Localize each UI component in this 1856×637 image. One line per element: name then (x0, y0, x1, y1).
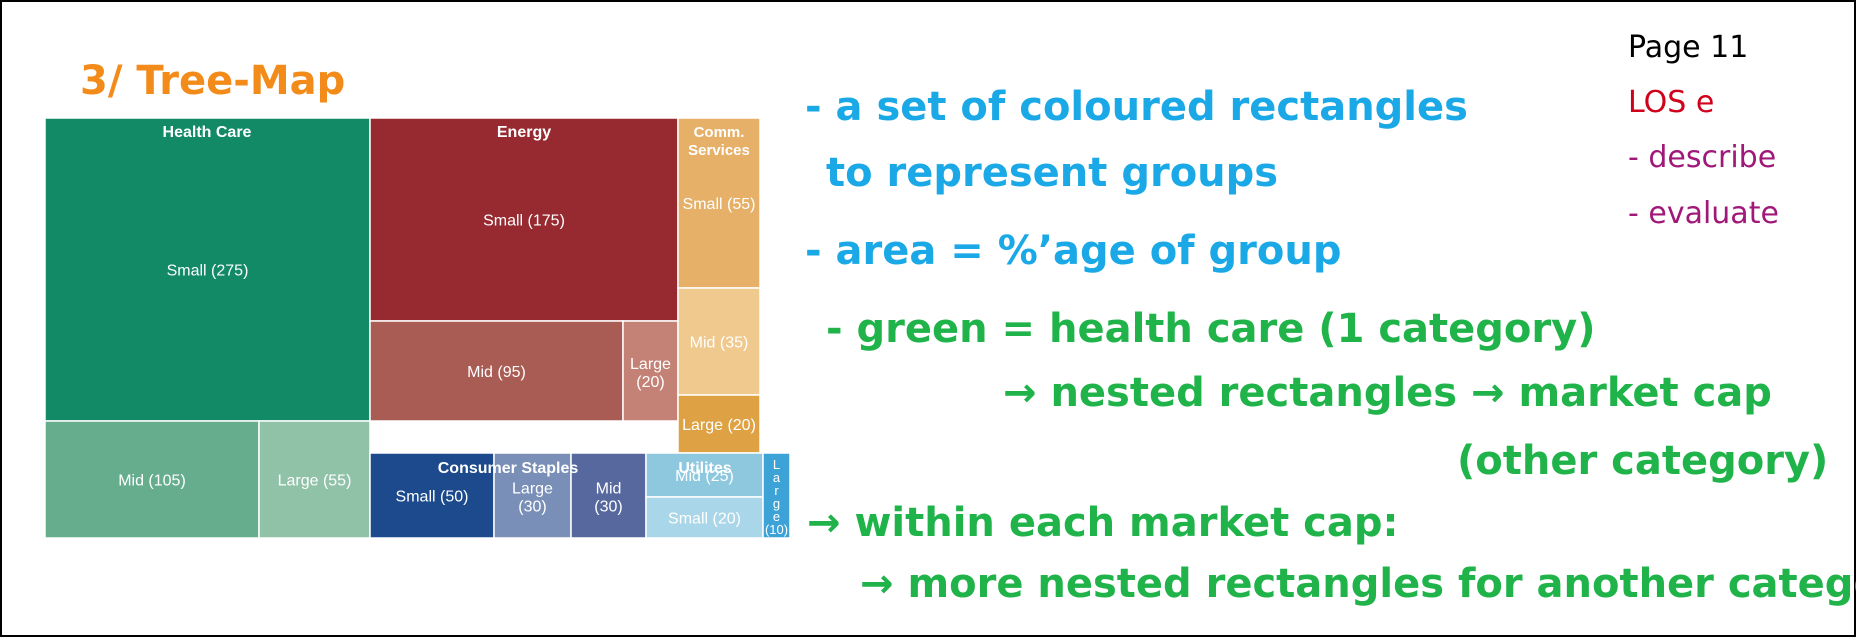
treemap-cell-energy-small (369, 118, 679, 322)
note-line-5: → nested rectangles → market cap (1003, 370, 1772, 416)
slide-title: 3/ Tree-Map (80, 58, 346, 104)
treemap-header-utilites: Utilites (678, 460, 731, 477)
treemap-cell-health-care-large (258, 420, 371, 538)
treemap-cell-consumer-staples-large (493, 452, 572, 538)
treemap-label-consumer-staples-large: Large (30) (512, 481, 553, 516)
treemap-label-energy-large: Large (20) (630, 356, 671, 391)
describe-label: - describe (1628, 140, 1777, 175)
note-line-3: - area = %’age of group (805, 228, 1342, 274)
treemap-label-health-care-large: Large (55) (278, 473, 352, 490)
treemap-header-health-care: Health Care (163, 124, 252, 141)
treemap-chart: Small (275) Mid (105) Large (55) Small (175… (45, 118, 791, 538)
treemap-cell-consumer-staples-small (369, 452, 495, 538)
treemap-label-utilites-mid: Mid (25) (675, 468, 734, 485)
treemap-label-comm-services-small: Small (55) (683, 196, 756, 213)
treemap-cell-comm-services-small (677, 118, 761, 289)
treemap-label-comm-services-mid: Mid (35) (690, 335, 749, 352)
note-line-2: to represent groups (826, 150, 1279, 196)
evaluate-label: - evaluate (1628, 196, 1779, 231)
treemap-label-comm-services-large: Large (20) (682, 417, 756, 434)
treemap-header-consumer-staples: Consumer Staples (438, 460, 579, 477)
treemap-cell-utilites-mid (645, 452, 764, 498)
treemap-cell-health-care-small (45, 118, 371, 422)
treemap-cell-utilites-small (645, 496, 764, 538)
note-line-6: (other category) (1457, 438, 1829, 484)
treemap-label-health-care-mid: Mid (105) (118, 473, 186, 490)
treemap-cell-utilites-large (762, 452, 791, 538)
treemap-header-energy: Energy (497, 124, 551, 141)
treemap-label-energy-small: Small (175) (483, 213, 565, 230)
treemap-cell-energy-mid (369, 320, 624, 422)
treemap-header-comm-services: Comm. Services (688, 124, 750, 159)
treemap-label-consumer-staples-small: Small (50) (396, 489, 469, 506)
treemap-cell-energy-large (622, 320, 679, 422)
note-line-1: - a set of coloured rectangles (805, 84, 1468, 130)
treemap-label-health-care-small: Small (275) (167, 263, 249, 280)
los-label: LOS e (1628, 85, 1715, 120)
treemap-label-utilites-small: Small (20) (668, 511, 741, 528)
page-number: Page 11 (1628, 30, 1749, 65)
note-line-7: → within each market cap: (807, 500, 1399, 546)
note-line-8: → more nested rectangles for another cat… (860, 561, 1856, 607)
treemap-label-energy-mid: Mid (95) (467, 364, 526, 381)
note-line-4: - green = health care (1 category) (826, 306, 1596, 352)
treemap-label-consumer-staples-mid: Mid (30) (594, 481, 622, 516)
treemap-cell-consumer-staples-mid (570, 452, 647, 538)
